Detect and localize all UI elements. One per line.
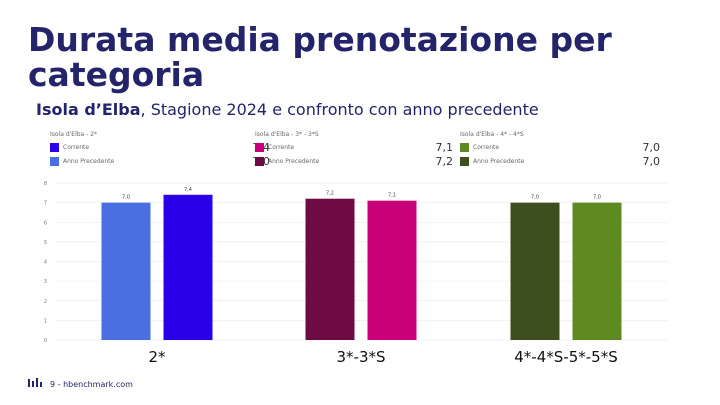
subtitle-rest: , Stagione 2024 e confronto con anno pre… bbox=[140, 100, 539, 119]
legend-label-previous: Anno Precedente bbox=[63, 158, 115, 165]
y-tick-label: 6 bbox=[44, 220, 47, 226]
legend-entry-current: Corrente 7,0 bbox=[460, 141, 665, 154]
y-tick-label: 4 bbox=[44, 260, 47, 266]
legend-title: Isola d'Elba - 3* - 3*S bbox=[255, 131, 319, 138]
hbenchmark-logo-icon bbox=[28, 378, 42, 390]
legend-title: Isola d'Elba - 4* - 4*S bbox=[460, 131, 524, 138]
data-label: 7,1 bbox=[388, 193, 396, 199]
bar-current bbox=[163, 194, 213, 340]
legend-title: Isola d'Elba - 2* bbox=[50, 131, 98, 138]
legend-swatch-current bbox=[460, 143, 469, 152]
bar-chart: 0 1 2 3 4 5 6 7 8 7,0 7,4 2* 7,2 7,1 3*-3*S 7,0 7,0 4*-4*… bbox=[44, 181, 668, 366]
y-tick-label: 1 bbox=[44, 318, 47, 324]
y-tick-label: 2 bbox=[44, 299, 47, 305]
legend-swatch-current bbox=[255, 143, 264, 152]
legend-label-current: Corrente bbox=[63, 144, 90, 151]
x-category-label: 3*-3*S bbox=[336, 348, 385, 366]
data-label: 7,4 bbox=[184, 187, 192, 193]
subtitle-location: Isola d’Elba bbox=[36, 100, 141, 119]
bar-previous bbox=[101, 202, 151, 340]
legend-label-previous: Anno Precedente bbox=[473, 158, 525, 165]
bar-current bbox=[367, 200, 417, 340]
footer: 9 - hbenchmark.com bbox=[28, 378, 133, 390]
page-title: Durata media prenotazione per categoria bbox=[28, 20, 612, 94]
legend-value-current: 7,1 bbox=[435, 141, 454, 154]
y-tick-label: 3 bbox=[44, 279, 47, 285]
y-tick-label: 7 bbox=[44, 201, 47, 207]
legend-swatch-current bbox=[50, 143, 59, 152]
legend-swatch-previous bbox=[460, 157, 469, 166]
legend-entry-previous: Anno Precedente 7,2 bbox=[255, 155, 475, 168]
legend-value-current: 7,0 bbox=[642, 141, 661, 154]
legend-swatch-previous bbox=[255, 157, 264, 166]
y-tick-label: 5 bbox=[44, 240, 47, 246]
data-label: 7,0 bbox=[531, 195, 539, 201]
data-label: 7,0 bbox=[122, 195, 130, 201]
bar-previous bbox=[305, 198, 355, 340]
y-tick-label: 8 bbox=[44, 181, 47, 187]
footer-text: 9 - hbenchmark.com bbox=[50, 379, 133, 389]
legend-value-previous: 7,2 bbox=[435, 155, 454, 168]
legend-value-previous: 7,0 bbox=[642, 155, 661, 168]
legend-swatch-previous bbox=[50, 157, 59, 166]
data-label: 7,2 bbox=[326, 191, 334, 197]
data-label: 7,0 bbox=[593, 195, 601, 201]
x-category-label: 4*-4*S-5*-5*S bbox=[514, 348, 617, 366]
legend-entry-current: Corrente 7,1 bbox=[255, 141, 475, 154]
x-category-label: 2* bbox=[148, 348, 166, 366]
bar-previous bbox=[510, 202, 560, 340]
legend-entry-previous: Anno Precedente 7,0 bbox=[460, 155, 665, 168]
y-tick-label: 0 bbox=[44, 338, 47, 344]
legend-label-current: Corrente bbox=[473, 144, 500, 151]
legend-label-current: Corrente bbox=[268, 144, 295, 151]
page-subtitle: Isola d’Elba, Stagione 2024 e confronto … bbox=[36, 100, 539, 119]
legend-label-previous: Anno Precedente bbox=[268, 158, 320, 165]
bar-current bbox=[572, 202, 622, 340]
